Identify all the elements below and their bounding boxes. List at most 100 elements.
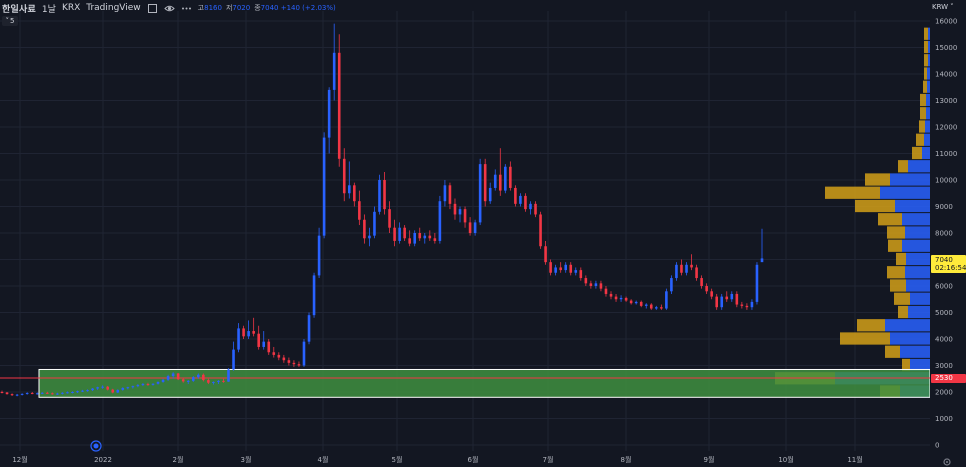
candle-body	[685, 264, 688, 273]
candle	[45, 391, 49, 394]
range-zone[interactable]	[0, 368, 931, 398]
volume-bar-down	[920, 93, 926, 107]
candle	[81, 389, 84, 392]
volume-bar-down	[916, 133, 924, 146]
volume-bar-up	[928, 27, 930, 40]
collapse-indicators-button[interactable]: ˅ 5	[2, 16, 18, 26]
candle	[413, 230, 417, 247]
candle-body	[534, 203, 537, 215]
candle	[56, 392, 59, 395]
time-tick-label: 5월	[392, 455, 403, 464]
symbol-name[interactable]: 한일사료	[2, 4, 36, 15]
eye-icon[interactable]	[163, 3, 175, 14]
candle	[725, 291, 729, 302]
volume-bar-down	[896, 252, 906, 266]
candle	[156, 381, 160, 385]
candle	[478, 158, 482, 226]
candle	[272, 346, 276, 358]
candle-body	[25, 393, 29, 395]
volume-bar-down	[855, 199, 895, 213]
volume-bar-up	[922, 146, 930, 160]
candle	[509, 161, 512, 191]
dots-icon[interactable]	[181, 3, 192, 14]
price-tick-label: 3000	[935, 362, 953, 370]
candle-body	[196, 374, 200, 378]
time-axis[interactable]: 12월 2022 2월 3월 4월 5월 6월 7월 8월 9월 10월 11월	[0, 453, 930, 467]
candle-body	[720, 296, 724, 308]
candle	[227, 368, 230, 382]
marker-icon[interactable]	[90, 440, 102, 452]
candle-body	[247, 331, 250, 337]
candle-body	[76, 391, 79, 393]
chart-header: 한일사료 1날 KRX TradingView 고8160 저7020 종704…	[0, 0, 336, 16]
candle	[685, 262, 688, 276]
candle	[136, 384, 140, 388]
candle	[30, 392, 34, 395]
volume-bar-down	[887, 226, 905, 239]
price-axis[interactable]: 1600015000140001300012000110001000090008…	[930, 0, 966, 467]
candle	[398, 222, 401, 244]
candle-body	[488, 187, 492, 202]
candle	[549, 259, 552, 276]
candle	[755, 262, 759, 305]
ohlc-values: 고8160 저7020 종7040 +140 (+2.03%)	[198, 3, 336, 13]
candle-body	[126, 387, 130, 389]
candle-body	[730, 293, 734, 300]
candle-body	[121, 388, 125, 390]
candle	[317, 227, 321, 279]
candle	[166, 374, 170, 381]
candle	[529, 201, 532, 215]
candle	[146, 382, 150, 386]
candle	[760, 228, 764, 263]
candle-body	[237, 328, 240, 350]
volume-bar-up	[927, 67, 930, 80]
candle	[730, 291, 734, 302]
gear-icon[interactable]	[942, 452, 952, 466]
candle-body	[322, 137, 326, 236]
candle-body	[257, 333, 260, 347]
candle	[498, 148, 502, 196]
zone-rect[interactable]	[38, 368, 931, 398]
candle	[599, 280, 603, 292]
volume-bar-down	[924, 40, 928, 54]
candle	[624, 296, 628, 302]
candle-body	[217, 380, 220, 382]
candle-body	[408, 238, 411, 244]
candle-body	[458, 209, 462, 215]
candle-body	[428, 235, 432, 239]
candle-body	[655, 307, 658, 309]
volume-bar-down	[919, 120, 925, 133]
candle-body	[272, 352, 276, 355]
interval-label[interactable]: 1날	[41, 4, 56, 15]
candle-body	[760, 258, 764, 263]
volume-bar-up	[906, 252, 930, 266]
candle	[151, 383, 155, 386]
candle-body	[483, 164, 487, 202]
candle	[212, 381, 215, 385]
candle	[614, 293, 618, 302]
candle	[418, 227, 422, 241]
candle	[534, 201, 537, 218]
candle-body	[393, 227, 396, 241]
candle	[131, 385, 135, 389]
candle	[488, 182, 492, 204]
candle	[337, 34, 341, 167]
candle-body	[10, 394, 14, 396]
candle-body	[383, 180, 386, 210]
candle-body	[745, 305, 749, 308]
currency-selector[interactable]: KRW ˅	[932, 3, 954, 11]
time-tick-label: 9월	[704, 455, 715, 464]
candle	[368, 227, 371, 247]
volume-bar-up	[908, 160, 930, 173]
volume-bar-up	[908, 305, 930, 319]
candle-body	[418, 233, 422, 239]
candle	[91, 388, 94, 391]
square-icon[interactable]	[147, 3, 158, 14]
candle	[181, 377, 185, 383]
candle-body	[212, 381, 215, 383]
candle-body	[649, 304, 653, 309]
ohlc-close: 종7040 +140 (+2.03%)	[254, 4, 336, 12]
volume-bar-down	[885, 345, 900, 358]
candle-body	[307, 315, 311, 342]
